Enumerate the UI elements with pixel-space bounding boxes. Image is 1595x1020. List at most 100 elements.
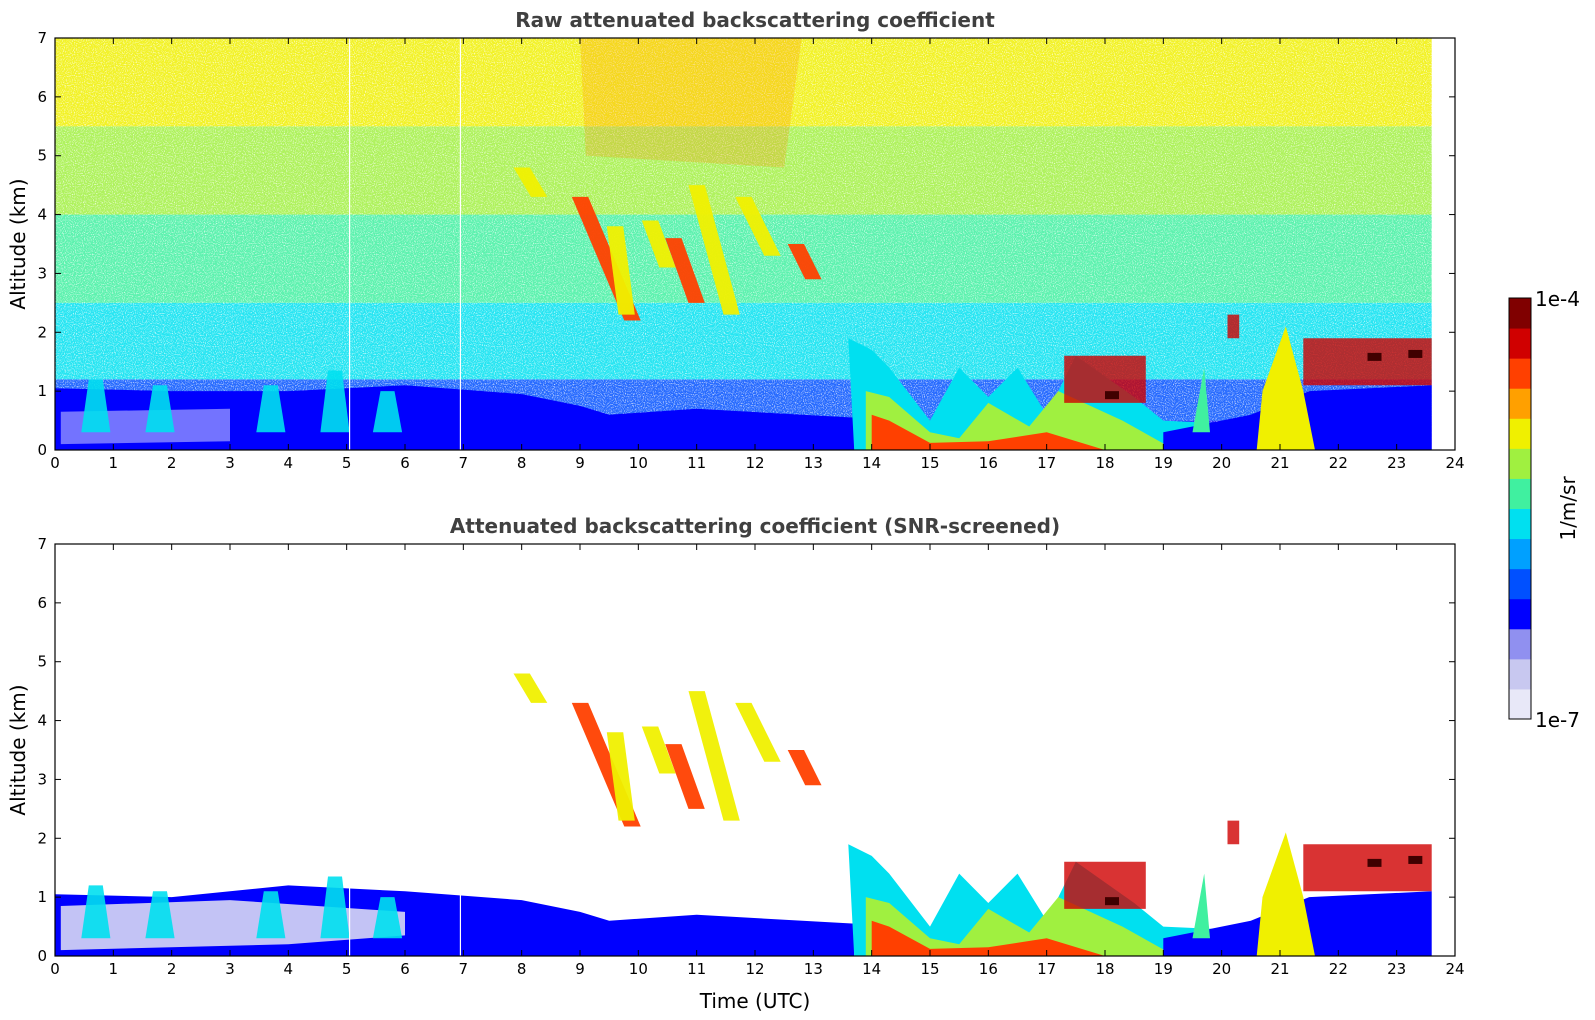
x-tick-label: 9 [575, 960, 585, 978]
x-axis-label: Time (UTC) [699, 989, 811, 1013]
colorbar-frame [1508, 297, 1532, 720]
x-tick-label: 3 [225, 960, 235, 978]
y-tick-label: 1 [37, 382, 47, 400]
plot-area [55, 673, 1432, 956]
colorbar-swatch [1509, 418, 1531, 449]
x-tick-label: 24 [1445, 454, 1464, 472]
y-axis-label: Altitude (km) [6, 178, 30, 309]
virga-streak [665, 238, 705, 303]
x-tick-label: 17 [1037, 960, 1056, 978]
chart-panel-snr-screened: Attenuated backscattering coefficient (S… [6, 514, 1465, 1013]
y-tick-label: 2 [37, 323, 47, 341]
virga-streak [641, 726, 676, 774]
x-tick-label: 20 [1212, 960, 1231, 978]
x-tick-label: 7 [459, 454, 469, 472]
y-tick-label: 7 [37, 535, 47, 553]
cloud-core [1408, 855, 1423, 864]
x-tick-label: 13 [804, 454, 823, 472]
evening-plume [1256, 326, 1315, 450]
colorbar-max-label: 1e-4 [1535, 287, 1580, 311]
bl-plume [256, 891, 286, 939]
x-tick-label: 17 [1037, 454, 1056, 472]
y-tick-label: 5 [37, 653, 47, 671]
chart-panel-raw: Raw attenuated backscattering coefficien… [6, 8, 1465, 472]
cloud-core [1367, 352, 1382, 361]
x-tick-label: 6 [400, 454, 410, 472]
x-tick-label: 19 [1154, 454, 1173, 472]
cloud-patch [1303, 844, 1432, 892]
x-tick-label: 22 [1329, 960, 1348, 978]
x-tick-label: 12 [745, 960, 764, 978]
y-tick-label: 6 [37, 88, 47, 106]
virga [513, 167, 822, 321]
cbl-mid [865, 897, 1175, 956]
virga [513, 673, 822, 827]
x-tick-label: 4 [284, 454, 294, 472]
x-tick-label: 0 [50, 960, 60, 978]
x-tick-label: 7 [459, 960, 469, 978]
cbl-mid [865, 391, 1175, 450]
chart-title: Attenuated backscattering coefficient (S… [450, 514, 1060, 538]
x-tick-label: 24 [1445, 960, 1464, 978]
x-axis: 0 1 2 3 4 5 6 7 8 9 10 11 12 13 14 15 16 17 18 19 20 21 22 23 24 [50, 38, 1465, 472]
y-tick-label: 5 [37, 147, 47, 165]
x-tick-label: 2 [167, 454, 177, 472]
cloud-patch [1064, 861, 1146, 909]
cloud-core [1105, 391, 1119, 400]
colorbar-swatch [1509, 628, 1531, 660]
y-tick-label: 3 [37, 770, 47, 788]
x-tick-label: 5 [342, 454, 352, 472]
bl-plume [372, 897, 403, 939]
x-tick-label: 4 [284, 960, 294, 978]
virga-streak [606, 732, 635, 821]
colorbar-swatch [1509, 508, 1531, 540]
y-tick-label: 0 [37, 947, 47, 965]
virga-streak [735, 196, 781, 256]
plot-area [55, 38, 1432, 450]
cbl-core [871, 920, 1105, 956]
y-tick-label: 2 [37, 829, 47, 847]
colorbar-swatch [1509, 388, 1531, 419]
x-tick-label: 10 [629, 454, 648, 472]
bl-plume [81, 885, 111, 939]
x-tick-label: 13 [804, 960, 823, 978]
x-tick-label: 18 [1095, 454, 1114, 472]
bl-plume [320, 370, 350, 433]
x-tick-label: 22 [1329, 454, 1348, 472]
x-tick-label: 1 [109, 454, 119, 472]
clouds [1064, 820, 1432, 909]
x-tick-label: 18 [1095, 960, 1114, 978]
y-tick-label: 3 [37, 264, 47, 282]
colorbar-swatch [1509, 358, 1531, 389]
x-tick-label: 15 [920, 454, 939, 472]
noise-background [55, 38, 1432, 450]
evening-plume [1192, 873, 1210, 939]
boundary-layer [55, 370, 855, 450]
x-tick-label: 0 [50, 454, 60, 472]
colorbar-swatch [1509, 568, 1531, 600]
x-tick-label: 21 [1270, 960, 1289, 978]
bl-plume [256, 385, 286, 433]
x-tick-label: 8 [517, 454, 527, 472]
y-axis: 0 1 2 3 4 5 6 7 [37, 29, 1455, 459]
bl-plume [372, 391, 403, 433]
x-tick-label: 16 [979, 960, 998, 978]
colorbar-swatch [1509, 448, 1531, 479]
y-tick-label: 4 [37, 712, 47, 730]
x-tick-label: 14 [862, 454, 881, 472]
x-tick-label: 8 [517, 960, 527, 978]
cbl-core [871, 414, 1105, 450]
noise-high-zone [580, 38, 802, 168]
bl-plume [320, 876, 350, 939]
colorbar-swatch [1509, 598, 1531, 630]
colorbar-min-label: 1e-7 [1535, 708, 1580, 732]
x-tick-label: 6 [400, 960, 410, 978]
x-tick-label: 12 [745, 454, 764, 472]
cloud-core [1105, 897, 1119, 906]
x-tick-label: 3 [225, 454, 235, 472]
boundary-layer [55, 876, 855, 956]
x-tick-label: 10 [629, 960, 648, 978]
virga-streak [513, 167, 548, 197]
colorbar-scale [1509, 298, 1531, 720]
virga-streak [787, 750, 822, 786]
